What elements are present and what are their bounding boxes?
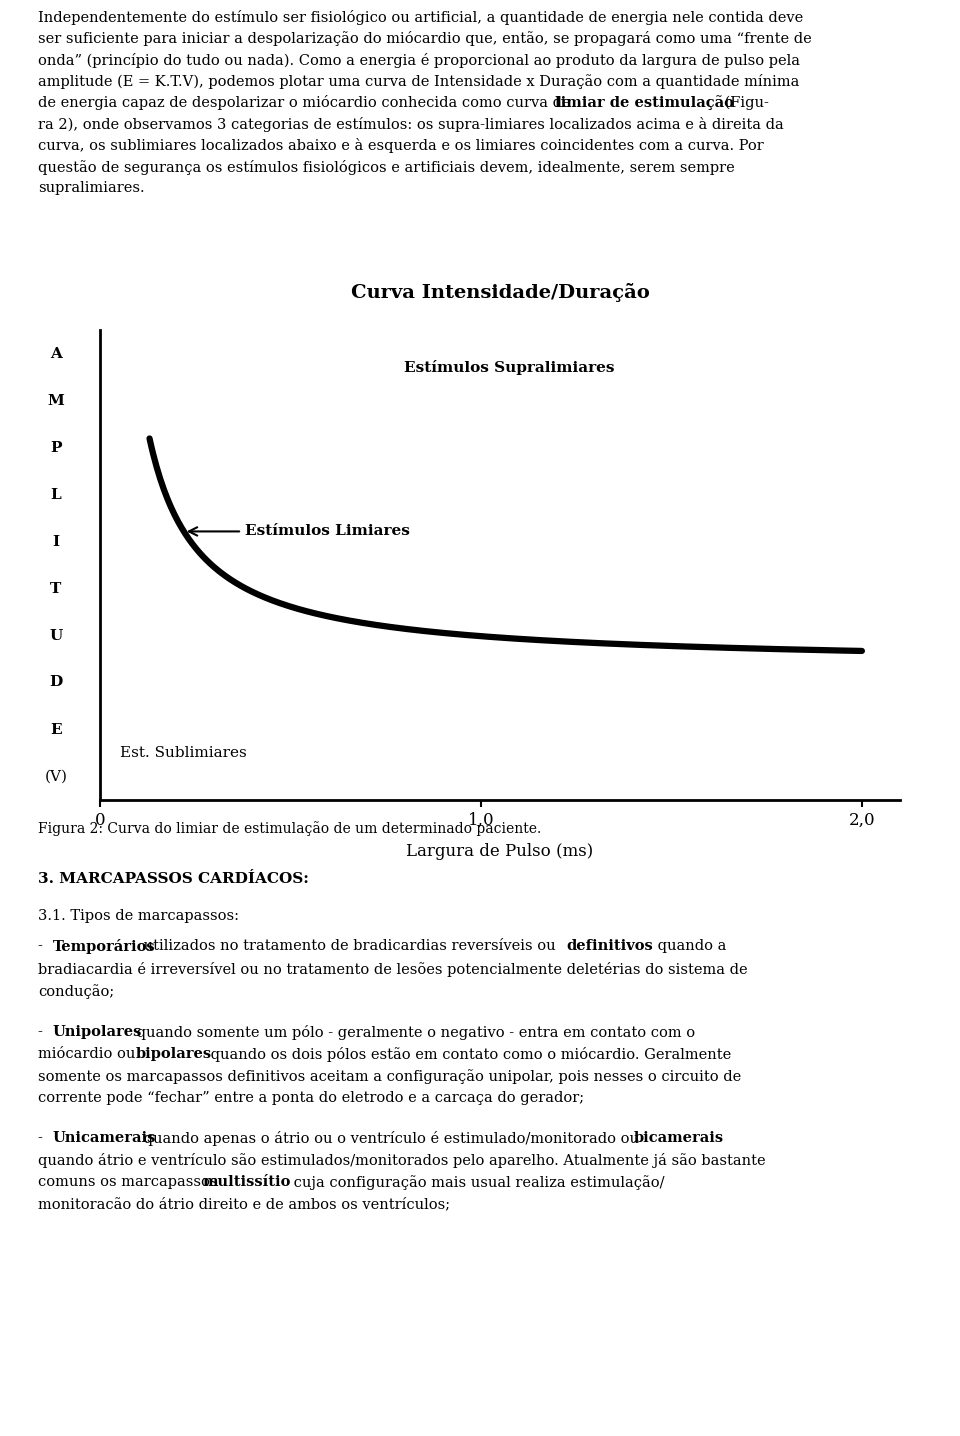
Text: -: - bbox=[38, 939, 47, 954]
Text: Estímulos Limiares: Estímulos Limiares bbox=[189, 524, 410, 538]
Text: (Figu-: (Figu- bbox=[720, 95, 769, 111]
Text: amplitude (E = K.T.V), podemos plotar uma curva de Intensidade x Duração com a q: amplitude (E = K.T.V), podemos plotar um… bbox=[38, 75, 800, 89]
Text: monitoracão do átrio direito e de ambos os ventrículos;: monitoracão do átrio direito e de ambos … bbox=[38, 1198, 450, 1211]
Text: Estímulos Supralimiares: Estímulos Supralimiares bbox=[404, 360, 614, 375]
Text: (V): (V) bbox=[44, 770, 67, 784]
Text: 3. MARCAPASSOS CARDÍACOS:: 3. MARCAPASSOS CARDÍACOS: bbox=[38, 872, 309, 886]
Text: bradiacardia é irreversível ou no tratamento de lesões potencialmente deletérias: bradiacardia é irreversível ou no tratam… bbox=[38, 962, 748, 976]
Text: definitivos: definitivos bbox=[566, 939, 653, 954]
Text: curva, os sublimiares localizados abaixo e à esquerda e os limiares coincidentes: curva, os sublimiares localizados abaixo… bbox=[38, 138, 764, 154]
Text: corrente pode “fechar” entre a ponta do eletrodo e a carcaça do gerador;: corrente pode “fechar” entre a ponta do … bbox=[38, 1091, 584, 1106]
Text: ser suficiente para iniciar a despolarização do miócardio que, então, se propaga: ser suficiente para iniciar a despolariz… bbox=[38, 32, 812, 46]
Text: Independentemente do estímulo ser fisiológico ou artificial, a quantidade de ene: Independentemente do estímulo ser fisiol… bbox=[38, 10, 804, 24]
Text: L: L bbox=[51, 487, 61, 501]
Text: bicamerais: bicamerais bbox=[634, 1132, 724, 1146]
X-axis label: Largura de Pulso (ms): Largura de Pulso (ms) bbox=[406, 843, 593, 860]
Text: miócardio ou: miócardio ou bbox=[38, 1047, 140, 1061]
Text: Temporários: Temporários bbox=[53, 939, 156, 955]
Text: Figura 2: Curva do limiar de estimulação de um determinado paciente.: Figura 2: Curva do limiar de estimulação… bbox=[38, 821, 541, 836]
Text: quando átrio e ventrículo são estimulados/monitorados pelo aparelho. Atualmente : quando átrio e ventrículo são estimulado… bbox=[38, 1153, 766, 1169]
Text: -: - bbox=[38, 1132, 47, 1146]
Text: limiar de estimulação: limiar de estimulação bbox=[555, 95, 733, 111]
Text: Est. Sublimiares: Est. Sublimiares bbox=[120, 745, 247, 760]
Text: onda” (princípio do tudo ou nada). Como a energia é proporcional ao produto da l: onda” (princípio do tudo ou nada). Como … bbox=[38, 53, 800, 67]
Text: bipolares: bipolares bbox=[135, 1047, 211, 1061]
Text: T: T bbox=[50, 582, 61, 596]
Text: multissítio: multissítio bbox=[203, 1175, 291, 1189]
Text: condução;: condução; bbox=[38, 984, 114, 999]
Text: de energia capaz de despolarizar o miócardio conhecida como curva de: de energia capaz de despolarizar o mióca… bbox=[38, 95, 575, 111]
Text: A: A bbox=[50, 346, 62, 360]
Text: Curva Intensidade/Duração: Curva Intensidade/Duração bbox=[350, 283, 649, 302]
Text: ra 2), onde observamos 3 categorias de estímulos: os supra-limiares localizados : ra 2), onde observamos 3 categorias de e… bbox=[38, 116, 783, 132]
Text: quando apenas o átrio ou o ventrículo é estimulado/monitorado ou: quando apenas o átrio ou o ventrículo é … bbox=[139, 1132, 644, 1146]
Text: Unipolares: Unipolares bbox=[53, 1025, 142, 1040]
Text: D: D bbox=[49, 675, 62, 689]
Text: U: U bbox=[49, 629, 62, 642]
Text: 3.1. Tipos de marcapassos:: 3.1. Tipos de marcapassos: bbox=[38, 909, 239, 923]
Text: E: E bbox=[50, 722, 61, 737]
Text: P: P bbox=[50, 441, 61, 455]
Text: Unicamerais: Unicamerais bbox=[53, 1132, 156, 1146]
Text: quando somente um pólo - geralmente o negativo - entra em contato com o: quando somente um pólo - geralmente o ne… bbox=[132, 1025, 695, 1040]
Text: -: - bbox=[38, 1025, 47, 1040]
Text: I: I bbox=[53, 534, 60, 549]
Text: utilizados no tratamento de bradicardias reversíveis ou: utilizados no tratamento de bradicardias… bbox=[139, 939, 561, 954]
Text: cuja configuração mais usual realiza estimulação/: cuja configuração mais usual realiza est… bbox=[289, 1175, 664, 1190]
Text: M: M bbox=[48, 393, 64, 408]
Text: questão de segurança os estímulos fisiológicos e artificiais devem, idealmente, : questão de segurança os estímulos fisiol… bbox=[38, 159, 734, 175]
Text: somente os marcapassos definitivos aceitam a configuração unipolar, pois nesses : somente os marcapassos definitivos aceit… bbox=[38, 1070, 741, 1084]
Text: quando os dois pólos estão em contato como o miócardio. Geralmente: quando os dois pólos estão em contato co… bbox=[206, 1047, 732, 1063]
Text: supralimiares.: supralimiares. bbox=[38, 181, 145, 195]
Text: comuns os marcapassos: comuns os marcapassos bbox=[38, 1175, 222, 1189]
Text: quando a: quando a bbox=[653, 939, 727, 954]
